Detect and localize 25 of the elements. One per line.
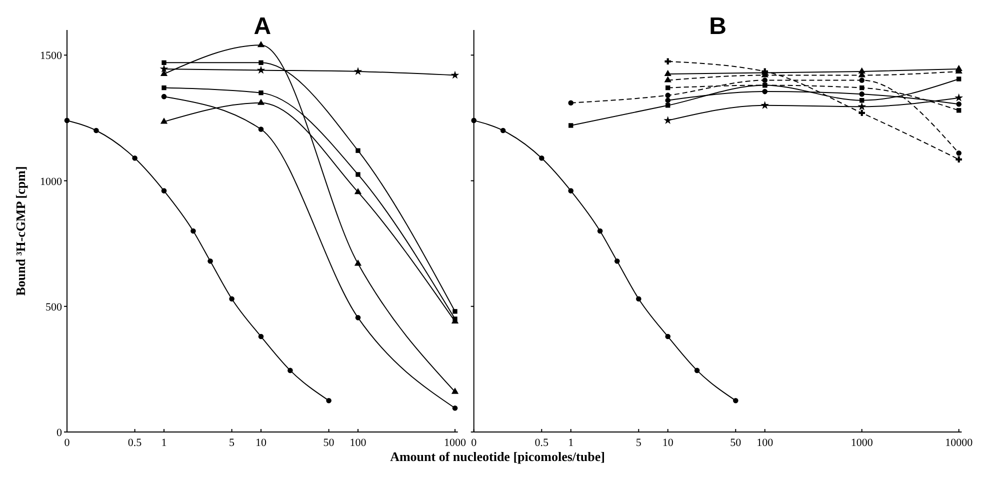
x-tick-label: 1 [161, 437, 167, 449]
x-tick-label: 1000 [444, 437, 466, 449]
x-tick-label: 100 [756, 437, 774, 449]
chart-title: B [709, 13, 726, 40]
x-tick-label: 50 [323, 437, 335, 449]
x-tick-label: 10 [662, 437, 674, 449]
x-tick-label: 1000 [850, 437, 874, 449]
x-tick-label: 0.5 [534, 437, 550, 449]
x-tick-label: 10000 [945, 437, 974, 449]
x-tick-label: 5 [636, 437, 642, 449]
y-tick-label: 500 [46, 301, 62, 314]
x-tick-label: 100 [350, 437, 367, 449]
chart-title: A [254, 13, 272, 40]
x-tick-label: 5 [229, 437, 236, 449]
x-axis-title: Amount of nucleotide [picomoles/tube] [390, 449, 605, 464]
y-axis-title: Bound ³H-cGMP [cpm] [13, 166, 28, 296]
x-tick-label: 10 [256, 437, 267, 449]
y-tick-label: 1000 [40, 176, 62, 188]
y-tick-label: 0 [56, 427, 62, 439]
y-tick-label: 1500 [40, 50, 62, 62]
x-tick-label: 50 [730, 437, 742, 449]
x-tick-label: 0.5 [128, 437, 142, 449]
x-tick-label: 0 [64, 437, 70, 449]
x-tick-label: 1 [568, 437, 574, 449]
x-tick-label: 0 [471, 437, 478, 449]
